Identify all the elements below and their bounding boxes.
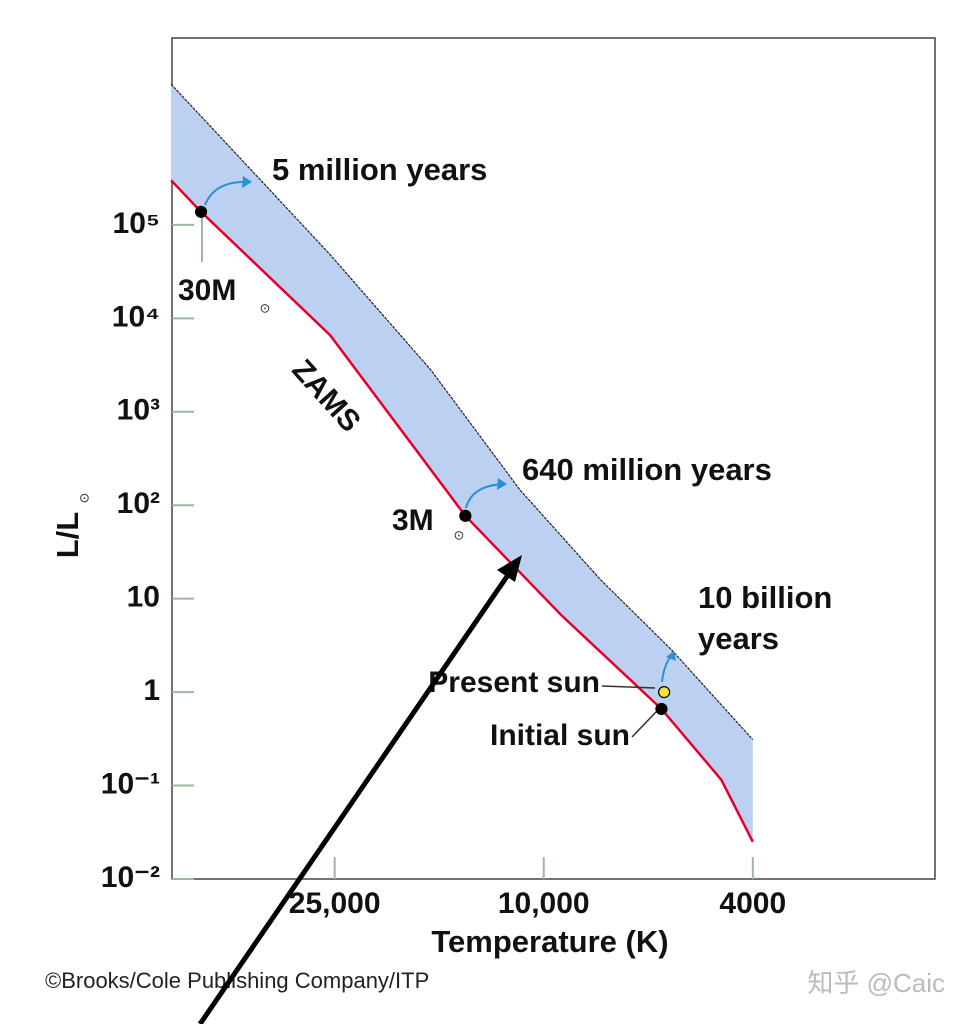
band-edge [170, 83, 754, 741]
arrow-head [497, 478, 507, 490]
y-tick-label: 10⁻¹ [101, 767, 160, 800]
solar-symbol: ⊙ [76, 493, 91, 504]
y-tick-label: 10⁵ [113, 207, 160, 240]
star-point [655, 702, 668, 716]
marks [194, 205, 671, 716]
solar-symbol: ⊙ [454, 527, 465, 542]
watermark: 知乎 @Caic [807, 968, 945, 998]
y-tick-label: 10² [117, 487, 160, 520]
y-tick-label: 1 [143, 674, 160, 707]
solar-symbol: ⊙ [260, 300, 271, 315]
y-axis-title: L/L [50, 512, 85, 559]
y-tick-label: 10³ [117, 394, 160, 427]
point-label: 3M [392, 504, 434, 537]
star-point [658, 686, 671, 699]
star-point [459, 509, 472, 522]
x-axis-title: Temperature (K) [431, 924, 668, 959]
arrow-head [242, 176, 252, 188]
leader-line [631, 711, 657, 738]
pointer-arrow-head [497, 555, 522, 582]
arrow-head [666, 651, 676, 661]
annotation: years [698, 621, 779, 656]
y-tick-label: 10 [127, 581, 160, 614]
point-label: 30M [178, 274, 236, 307]
annotation: 10 billion [698, 580, 832, 615]
y-tick-label: 10⁴ [112, 300, 160, 333]
star-point [194, 205, 208, 218]
plot-frame [171, 37, 936, 880]
point-label: Initial sun [490, 719, 630, 752]
band-fill [171, 84, 753, 842]
annotation: 5 million years [272, 152, 487, 187]
x-tick-label: 4000 [719, 887, 786, 920]
leader-line [601, 685, 656, 689]
annotation: 640 million years [522, 452, 772, 487]
pointer-arrow [197, 570, 513, 1024]
x-tick-label: 10,000 [498, 887, 590, 920]
x-tick-label: 25,000 [289, 887, 381, 920]
point-label: Present sun [428, 666, 600, 699]
y-tick-label: 10⁻² [101, 861, 160, 894]
